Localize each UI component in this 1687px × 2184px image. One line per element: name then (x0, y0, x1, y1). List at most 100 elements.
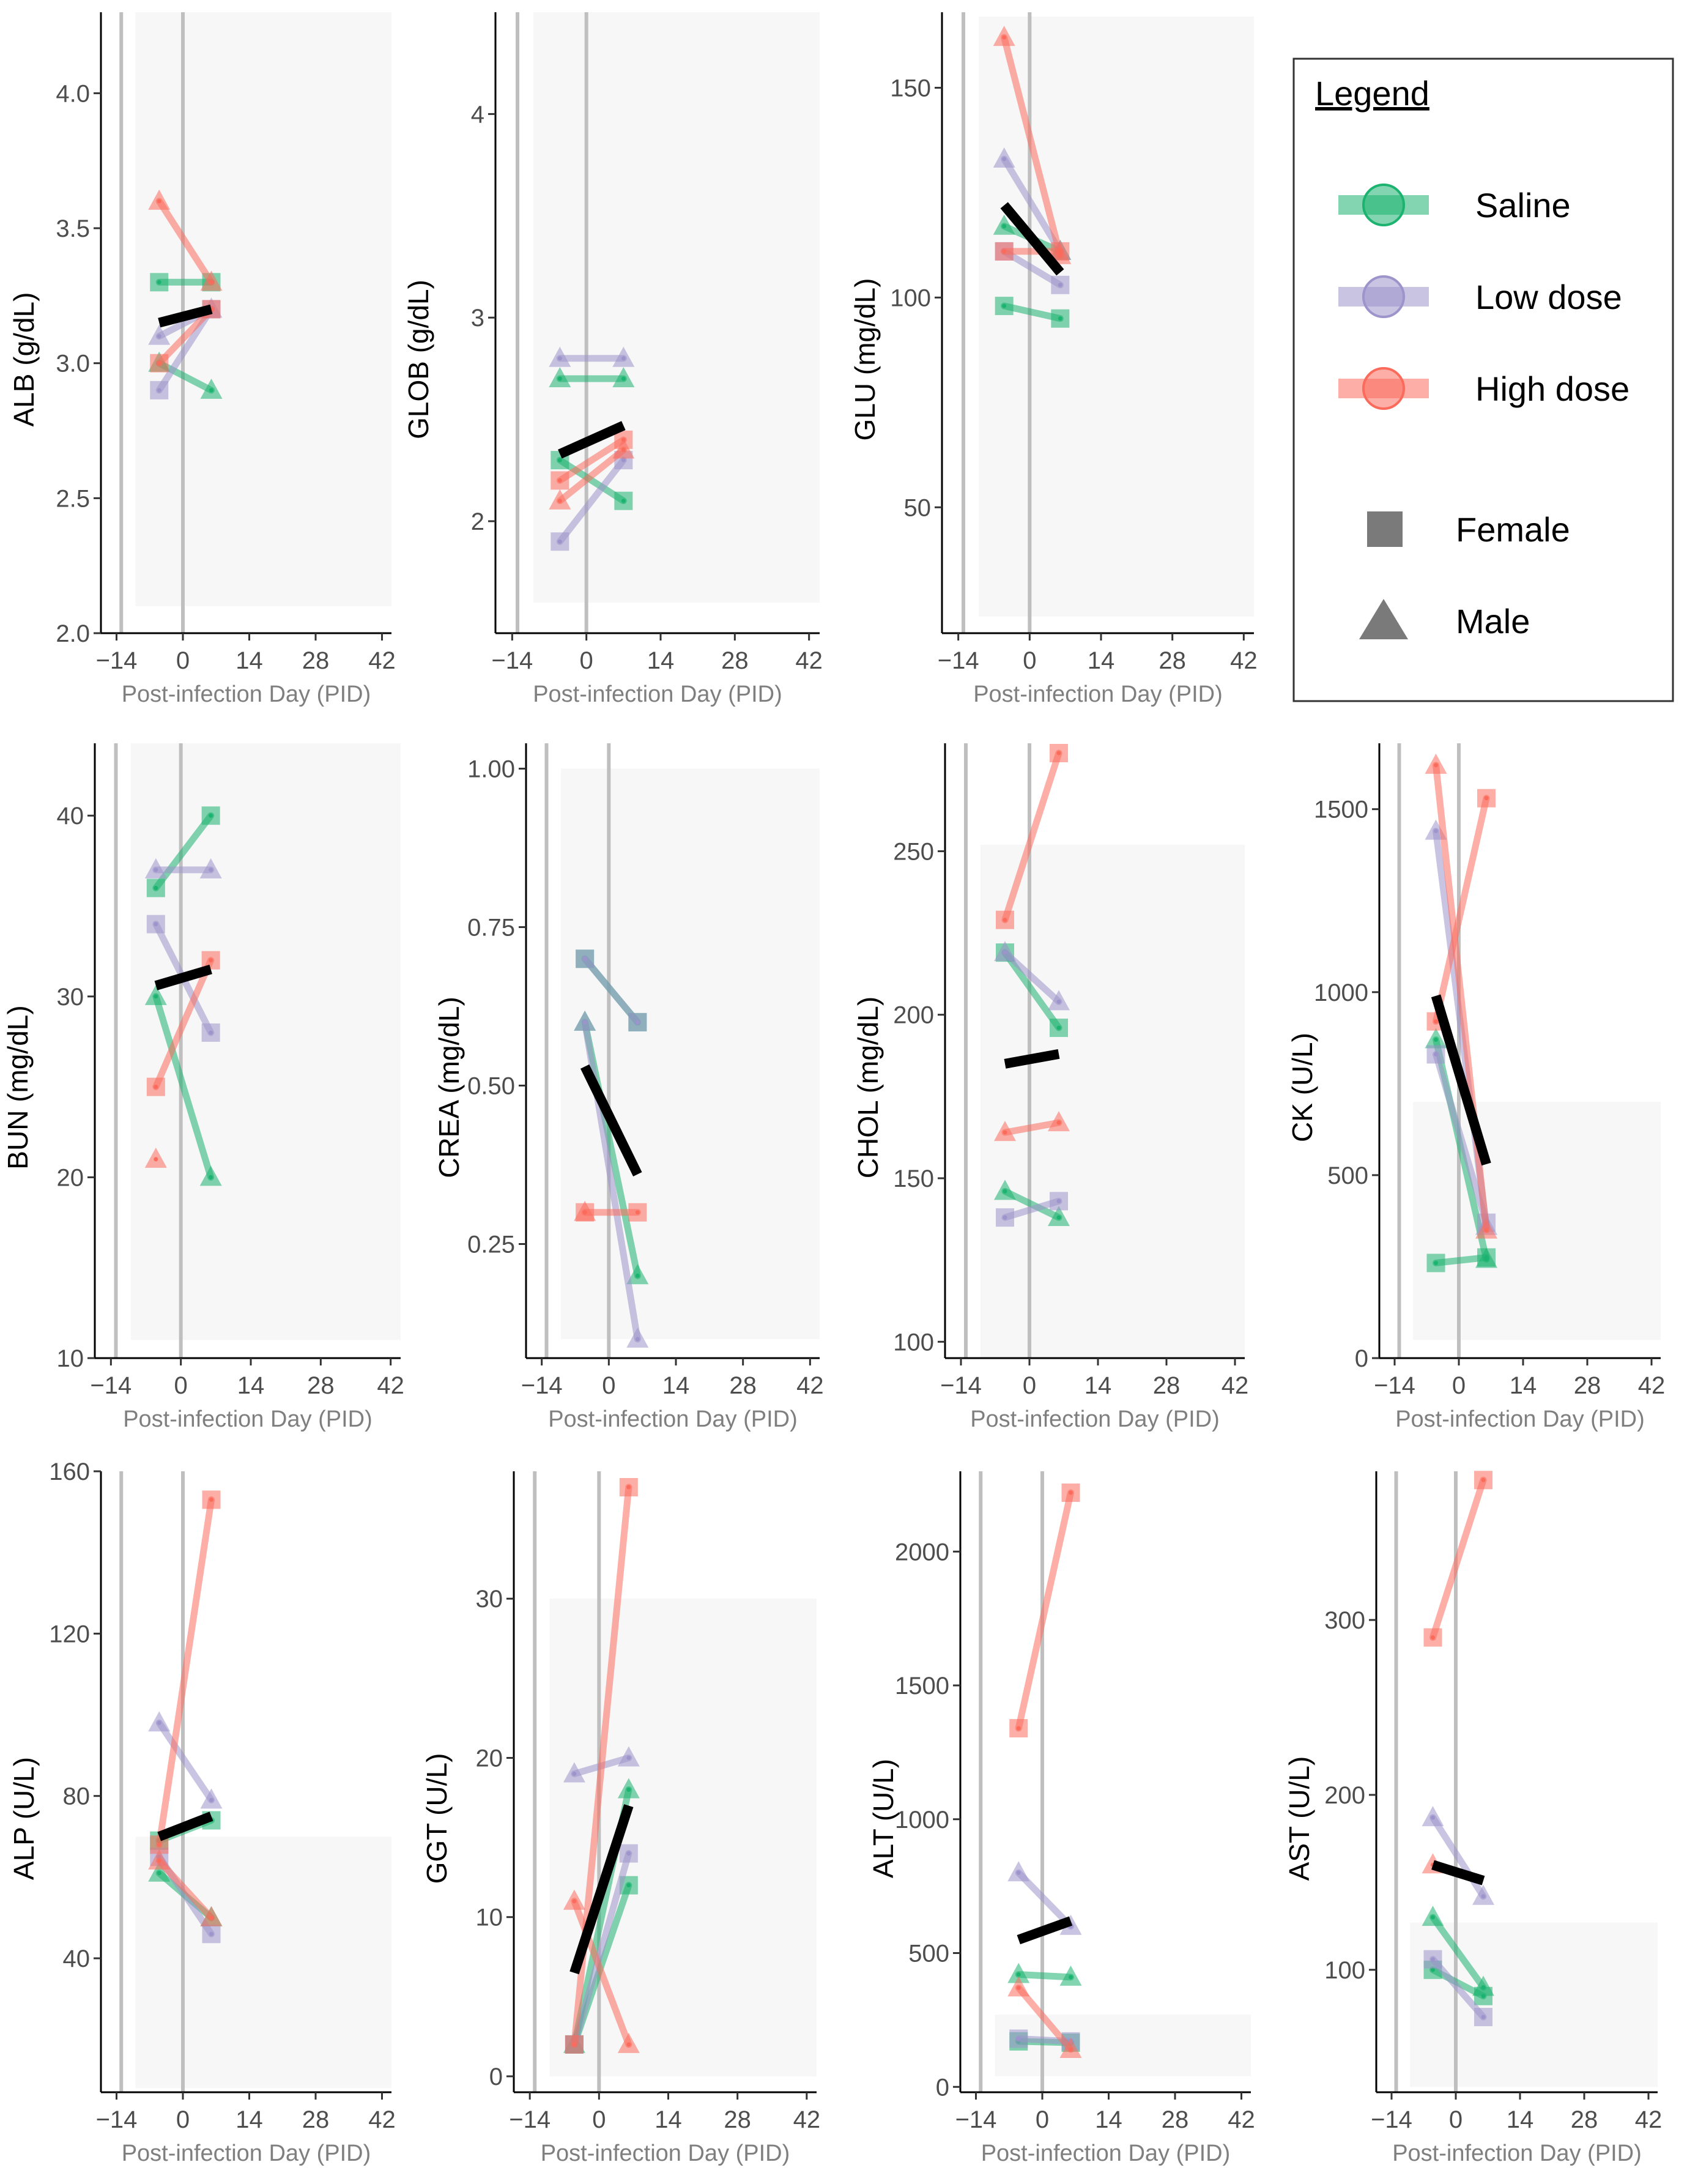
mean-line-alt (1017, 1916, 1073, 1945)
series-alb-high_dose-male-point-1-center (209, 280, 213, 284)
y-tick-label-alt-1: 500 (908, 1941, 949, 1967)
y-tick-label-chol-2: 200 (893, 1002, 934, 1029)
series-crea-high_dose-male-point-0-center (582, 1210, 587, 1215)
series-ck-high_dose-male-point-0-center (1434, 763, 1438, 768)
series-glob-saline-male-point-1-center (621, 376, 626, 381)
series-alp-low_dose-male-point-0-center (157, 1720, 161, 1725)
series-bun-high_dose-female-line (152, 957, 215, 1091)
series-alt-high_dose-male-line (1015, 1984, 1074, 2053)
y-tick-label-alp-0: 40 (63, 1945, 91, 1972)
square-icon (1367, 511, 1403, 547)
series-ck-low_dose-male-point-0-center (1434, 829, 1438, 834)
reference-range-band-ck (1413, 1102, 1661, 1340)
y-tick-label-crea-0: 0.25 (467, 1231, 515, 1258)
reference-range-band-glob (533, 12, 820, 603)
y-tick-label-alt-4: 2000 (895, 1539, 949, 1566)
series-alb-high_dose-male-point-0-center (157, 199, 161, 204)
series-chol-high_dose-male-point-0-center (1003, 1130, 1007, 1135)
series-ggt-low_dose-male-point-1-center (626, 1755, 631, 1760)
y-axis-title-glu: GLU (mg/dL) (849, 278, 881, 441)
series-glob-saline-female-point-0-center (557, 458, 562, 462)
y-axis-title-ggt: GGT (U/L) (421, 1753, 453, 1884)
y-tick-label-glu-0: 50 (904, 494, 932, 521)
chart-panels: 2.02.53.03.54.0−14 0 14 28 42Post-infection … (2, 12, 1665, 2166)
y-tick-label-bun-0: 10 (57, 1345, 84, 1372)
x-axis-title-alb: Post-infection Day (PID) (122, 682, 371, 707)
x-tick-label-glu-2: 14 (1088, 647, 1115, 674)
x-tick-label-ggt-3: 28 (724, 2106, 751, 2133)
mean-line-glob (558, 421, 626, 459)
series-chol-high_dose-female-point-1-center (1056, 751, 1061, 756)
series-alp-low_dose-female-point-1-center (209, 1931, 213, 1936)
legend-title: Legend (1315, 74, 1429, 113)
y-tick-label-ck-0: 0 (1355, 1345, 1368, 1372)
legend: Legend Saline Low dose High dose Female Male (1292, 58, 1674, 702)
series-chol-high_dose-female-line (1001, 749, 1062, 924)
panel-glob: 2 3 4 −14 0 14 28 42 Post-infection Day (PID) GLO… (402, 12, 823, 707)
series-glob-low_dose-female-point-0-center (557, 539, 562, 544)
series-ggt-low_dose-male-point-0-center (572, 1771, 577, 1776)
series-chol-high_dose-female-point-0-center (1003, 918, 1007, 923)
y-axis-title-ast: AST (U/L) (1283, 1756, 1315, 1881)
series-alb-saline-male-point-1-center (209, 388, 213, 393)
x-tick-label-alp-1: 0 (176, 2106, 190, 2133)
series-ast-high_dose-female-point-1-center (1481, 1477, 1486, 1482)
series-alt-saline-male-line (1015, 1971, 1074, 1981)
series-glob-high_dose-female-point-0-center (557, 478, 562, 483)
series-bun-saline-female-point-1-center (209, 813, 213, 818)
series-alp-high_dose-female-point-1-center (209, 1497, 213, 1502)
series-ast-low_dose-female-line (1429, 1956, 1487, 2021)
mean-line-alb (158, 304, 213, 328)
y-tick-label-ast-1: 200 (1324, 1782, 1365, 1809)
mean-line-ck (1431, 994, 1491, 1166)
y-tick-label-crea-3: 1.00 (467, 756, 515, 782)
mean-line-bun (154, 964, 212, 990)
series-chol-high_dose-male-point-1-center (1056, 1120, 1061, 1125)
series-alb-low_dose-female-point-0-center (157, 388, 161, 393)
series-glob-saline-female-point-1-center (621, 499, 626, 503)
x-tick-label-ggt-1: 0 (592, 2106, 606, 2133)
panel-alb: 2.0 2.5 3.0 3.5 4.0 −14 0 14 28 42 Post-infection … (8, 12, 396, 707)
series-glob-high_dose-female-line (556, 436, 627, 484)
series-alp-high_dose-male-point-1-center (209, 1915, 213, 1920)
series-alp-high_dose-male-point-0-center (157, 1859, 161, 1863)
series-glob-high_dose-male-point-1-center (621, 447, 626, 452)
y-tick-label-alt-0: 0 (936, 2074, 949, 2101)
y-tick-label-alp-2: 120 (49, 1621, 90, 1647)
x-tick-label-alt-4: 42 (1228, 2106, 1255, 2133)
mean-line-ggt (569, 1804, 634, 1975)
series-ast-saline-male-point-1-center (1481, 1985, 1486, 1989)
series-ck-high_dose-female-line (1433, 795, 1490, 1025)
series-chol-saline-male-line (1001, 1187, 1062, 1221)
x-tick-label-crea-1: 0 (602, 1372, 615, 1399)
series-chol-low_dose-female-point-1-center (1056, 1198, 1061, 1203)
x-tick-label-alt-3: 28 (1162, 2106, 1189, 2133)
y-tick-label-alb-0: 2.0 (56, 620, 90, 647)
x-tick-label-bun-0: −14 (90, 1372, 132, 1399)
x-tick-label-ck-1: 0 (1452, 1372, 1466, 1399)
series-ggt-high_dose-male-line (571, 1898, 632, 2048)
x-tick-label-alp-3: 28 (302, 2106, 330, 2133)
y-axis-title-chol: CHOL (mg/dL) (852, 997, 884, 1178)
x-tick-label-ast-1: 0 (1449, 2106, 1463, 2133)
x-tick-label-ck-3: 28 (1574, 1372, 1601, 1399)
x-tick-label-alp-2: 14 (235, 2106, 263, 2133)
y-tick-label-ck-2: 1000 (1314, 979, 1368, 1006)
series-glu-saline-female-point-1-center (1058, 316, 1062, 321)
y-tick-label-ast-0: 100 (1324, 1957, 1365, 1984)
series-crea-low_dose-male-point-0-center (582, 1020, 587, 1025)
series-chol-saline-female-point-1-center (1056, 1025, 1061, 1030)
x-tick-label-chol-4: 42 (1222, 1372, 1249, 1399)
series-glu-high_dose-male-point-1-center (1058, 253, 1062, 258)
x-tick-label-alb-2: 14 (235, 647, 263, 674)
series-alt-low_dose-male-point-0-center (1016, 1870, 1021, 1875)
legend-item-low-dose: Low dose (1338, 275, 1622, 318)
series-ggt-high_dose-female-point-1-center (626, 1485, 631, 1490)
x-axis-title-glob: Post-infection Day (PID) (533, 682, 782, 707)
series-alt-high_dose-female-point-1-center (1069, 1490, 1073, 1495)
series-chol-saline-male-point-0-center (1003, 1189, 1007, 1194)
